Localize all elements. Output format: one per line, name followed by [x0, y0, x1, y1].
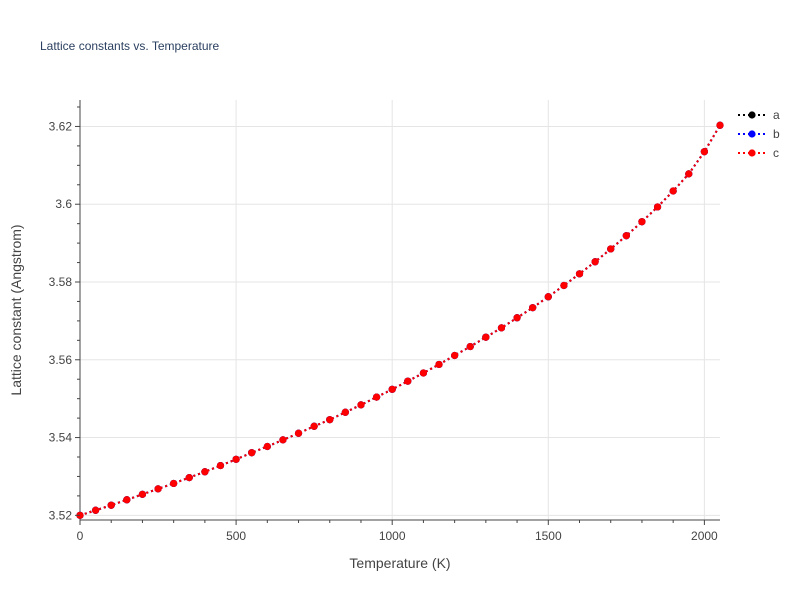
- data-point-c: [529, 304, 537, 312]
- data-point-c: [451, 351, 459, 360]
- y-axis-ticks: 3.52 3.54 3.56 3.58 3.6 3.62: [49, 106, 80, 522]
- series-a: [76, 121, 724, 519]
- x-tick-label: 2000: [691, 529, 718, 543]
- y-tick-label: 3.58: [49, 275, 73, 289]
- x-axis-title: Temperature (K): [349, 555, 450, 571]
- legend-marker: [748, 130, 756, 138]
- data-point-c: [216, 461, 225, 470]
- legend-label: a: [773, 108, 780, 122]
- data-point-c: [591, 258, 599, 266]
- data-point-c: [716, 121, 724, 129]
- data-point-c: [123, 496, 131, 504]
- series-layer: [76, 121, 724, 519]
- y-axis-title: Lattice constant (Angstrom): [8, 224, 24, 395]
- legend-item-c[interactable]: c: [738, 146, 779, 160]
- data-point-c: [388, 385, 396, 393]
- legend-item-b[interactable]: b: [738, 127, 780, 141]
- chart-title: Lattice constants vs. Temperature: [40, 39, 220, 53]
- data-point-c: [560, 281, 568, 290]
- data-point-c: [138, 490, 147, 498]
- x-tick-label: 0: [77, 529, 84, 543]
- data-point-c: [372, 393, 381, 401]
- data-point-c: [685, 170, 693, 178]
- data-point-c: [294, 429, 303, 437]
- data-point-c: [201, 468, 209, 476]
- data-point-c: [435, 360, 443, 369]
- data-point-c: [404, 377, 412, 385]
- data-point-c: [107, 501, 115, 509]
- x-axis-ticks: 0 500 1000 1500 2000: [77, 520, 718, 543]
- data-point-c: [482, 333, 490, 341]
- data-point-c: [357, 401, 365, 409]
- y-tick-label: 3.56: [49, 353, 73, 367]
- legend-marker: [748, 111, 756, 119]
- y-tick-label: 3.52: [49, 508, 73, 522]
- legend-label: c: [773, 146, 779, 160]
- data-point-c: [575, 270, 584, 278]
- data-point-c: [653, 203, 662, 211]
- data-point-c: [170, 479, 178, 488]
- data-point-c: [669, 187, 677, 195]
- data-point-c: [232, 455, 240, 463]
- data-point-c: [466, 342, 474, 351]
- series-b: [76, 121, 724, 519]
- data-point-c: [310, 422, 318, 430]
- series-c: [76, 121, 724, 519]
- data-point-c: [341, 408, 349, 416]
- legend: abc: [738, 108, 780, 160]
- data-point-c: [185, 474, 193, 482]
- data-point-c: [92, 506, 100, 514]
- data-point-c: [419, 369, 428, 377]
- data-point-c: [154, 485, 162, 493]
- data-point-c: [622, 232, 630, 240]
- data-point-c: [248, 449, 256, 457]
- x-tick-label: 1500: [535, 529, 562, 543]
- axes: [79, 100, 720, 521]
- series-line-b: [79, 124, 721, 517]
- series-line-a: [79, 124, 721, 517]
- data-point-c: [497, 324, 506, 332]
- x-tick-label: 500: [226, 529, 246, 543]
- data-point-c: [263, 442, 271, 451]
- data-point-c: [607, 245, 615, 253]
- y-tick-label: 3.54: [49, 431, 73, 445]
- legend-marker: [748, 149, 756, 157]
- y-tick-label: 3.6: [55, 197, 72, 211]
- series-line-c: [79, 124, 721, 517]
- legend-label: b: [773, 127, 780, 141]
- data-point-c: [544, 293, 552, 301]
- legend-item-a[interactable]: a: [738, 108, 780, 122]
- x-tick-label: 1000: [379, 529, 406, 543]
- data-point-c: [326, 416, 334, 424]
- data-point-c: [279, 436, 287, 444]
- data-point-c: [700, 148, 708, 156]
- data-point-c: [513, 314, 521, 322]
- data-point-c: [638, 218, 646, 226]
- y-tick-label: 3.62: [49, 119, 73, 133]
- grid: [80, 100, 720, 520]
